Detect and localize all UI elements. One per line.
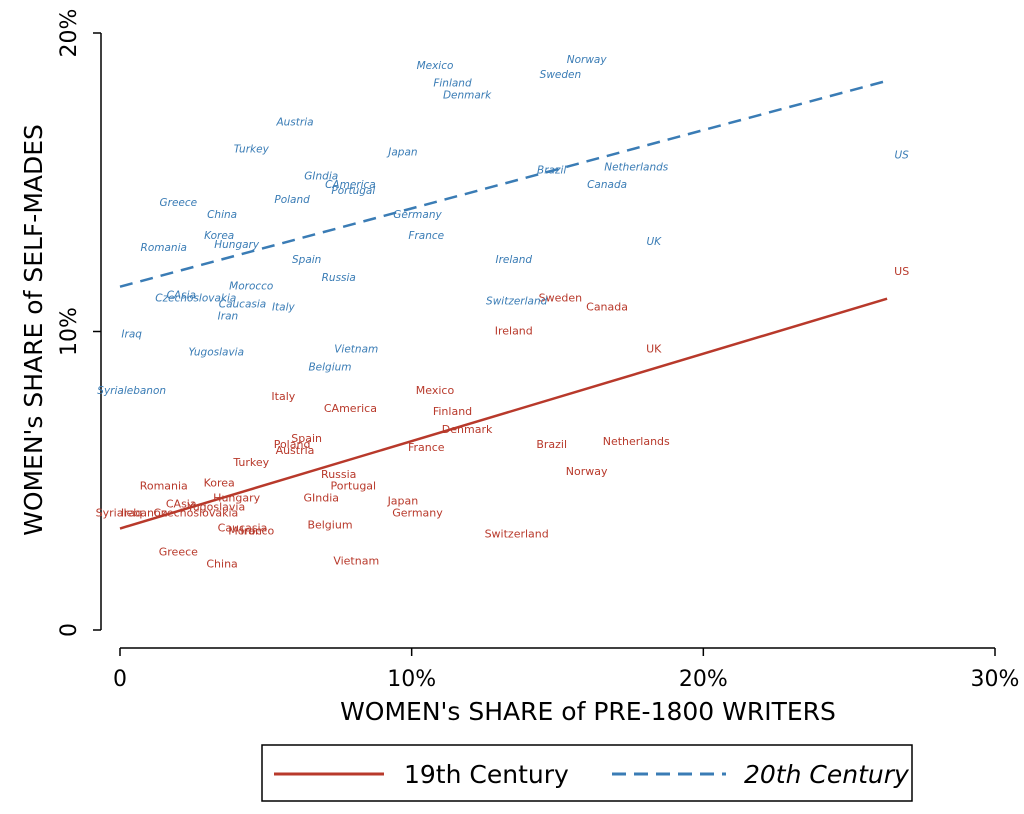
- point-label: Vietnam: [333, 554, 379, 567]
- point-label: Japan: [386, 146, 417, 158]
- point-label: CAmerica: [324, 402, 377, 415]
- point-label: Yugoslavia: [188, 346, 244, 358]
- point-label: Iraq: [121, 328, 142, 340]
- point-label: Norway: [566, 465, 608, 478]
- x-tick-label: 30%: [971, 667, 1020, 692]
- point-label: Belgium: [307, 519, 352, 532]
- point-label: China: [206, 557, 237, 570]
- point-label: Poland: [274, 438, 311, 451]
- point-label: Korea: [204, 477, 235, 490]
- point-label: Greece: [159, 545, 198, 558]
- point-label: Mexico: [416, 384, 455, 397]
- point-label: Iran: [218, 311, 239, 323]
- point-label: Austria: [275, 117, 313, 129]
- legend-label-20th: 20th Century: [744, 760, 910, 789]
- data-points: US Sweden Canada Ireland UK Mexico Italy CAmeri…: [96, 54, 910, 570]
- point-label: France: [408, 230, 444, 242]
- point-label: Hungary: [213, 492, 260, 505]
- x-axis-title: WOMEN's SHARE of PRE-1800 WRITERS: [340, 697, 836, 726]
- point-label: Greece: [160, 197, 198, 209]
- point-label: Canada: [587, 179, 627, 191]
- point-label: UK: [646, 342, 662, 355]
- point-label: US: [894, 265, 909, 278]
- point-label: Morocco: [228, 524, 274, 537]
- point-label: GIndia: [303, 492, 339, 505]
- point-label: Denmark: [442, 423, 493, 436]
- chart-axes: [100, 33, 995, 649]
- point-label: Mexico: [417, 60, 454, 72]
- point-label: Brazil: [537, 164, 566, 176]
- point-label: Portugal: [331, 185, 375, 197]
- point-label: Korea: [204, 230, 234, 242]
- point-label: Ireland: [495, 325, 533, 338]
- y-tick-label: 10%: [57, 307, 82, 356]
- point-label: Morocco: [229, 281, 273, 293]
- point-label: Japan: [387, 495, 419, 508]
- point-label: Turkey: [232, 456, 269, 469]
- point-label: Norway: [567, 54, 608, 66]
- fit-line-series-1: [119, 79, 888, 288]
- point-label: Austria: [276, 444, 315, 457]
- point-label: CAmerica: [325, 179, 376, 191]
- y-tick-label: 0: [57, 623, 82, 637]
- chart-legend: 19th Century 20th Century: [261, 744, 913, 802]
- point-label: Hungary: [214, 239, 260, 251]
- point-label: Vietnam: [334, 343, 378, 355]
- point-label: France: [408, 441, 445, 454]
- point-label: China: [207, 209, 237, 221]
- y-axis-title: WOMEN's SHARE of SELF-MADES: [19, 124, 48, 536]
- point-label: Switzerland: [486, 296, 548, 308]
- point-label: Sweden: [540, 69, 582, 81]
- point-label: Iran: [241, 524, 263, 537]
- point-label: US: [894, 149, 909, 161]
- point-label: Italy: [272, 302, 296, 314]
- point-label: Iraq: [121, 507, 143, 520]
- point-label: Germany: [393, 209, 442, 221]
- point-label: Caucasia: [218, 522, 268, 535]
- point-label: Syrialebanon: [97, 385, 166, 397]
- x-tick-label: 20%: [679, 667, 728, 692]
- x-tick-label: 0: [113, 667, 127, 692]
- fit-lines: [119, 79, 888, 530]
- point-label: Spain: [291, 432, 322, 445]
- point-label: Finland: [433, 405, 472, 418]
- point-label: Russia: [321, 468, 356, 481]
- point-label: Finland: [433, 78, 472, 90]
- point-label: Romania: [141, 242, 187, 254]
- point-label: UK: [646, 236, 662, 248]
- point-label: Sweden: [539, 292, 582, 305]
- point-label: Netherlands: [604, 161, 669, 173]
- point-label: Yugoslavia: [186, 501, 245, 514]
- point-label: Portugal: [331, 480, 377, 493]
- point-label: Czechoslovakia: [155, 293, 236, 305]
- point-label: GIndia: [304, 170, 338, 182]
- point-label: Switzerland: [485, 527, 549, 540]
- point-label: Brazil: [536, 438, 567, 451]
- point-label: Turkey: [234, 143, 270, 155]
- fit-line-series-0: [119, 297, 888, 530]
- x-tick-label: 10%: [387, 667, 436, 692]
- point-label: Caucasia: [219, 299, 266, 311]
- point-label: Italy: [271, 390, 295, 403]
- point-label: CAsia: [166, 498, 197, 511]
- point-label: CAsia: [167, 290, 196, 302]
- y-tick-label: 20%: [57, 9, 82, 58]
- point-label: Canada: [586, 301, 628, 314]
- point-label: Denmark: [443, 90, 492, 102]
- axis-ticks: 0 10% 20% 0 10% 20% 30%: [57, 9, 1019, 692]
- legend-label-19th: 19th Century: [404, 760, 569, 789]
- point-label: Spain: [292, 254, 321, 266]
- point-label: Russia: [322, 272, 356, 284]
- point-label: Ireland: [495, 254, 532, 266]
- point-label: Czechoslovakia: [153, 507, 238, 520]
- point-label: Netherlands: [603, 435, 670, 448]
- point-label: Romania: [140, 480, 188, 493]
- point-label: Germany: [392, 507, 443, 520]
- point-label: Syrialebanon: [96, 507, 168, 520]
- point-label: Poland: [274, 194, 310, 206]
- point-label: Belgium: [308, 361, 351, 373]
